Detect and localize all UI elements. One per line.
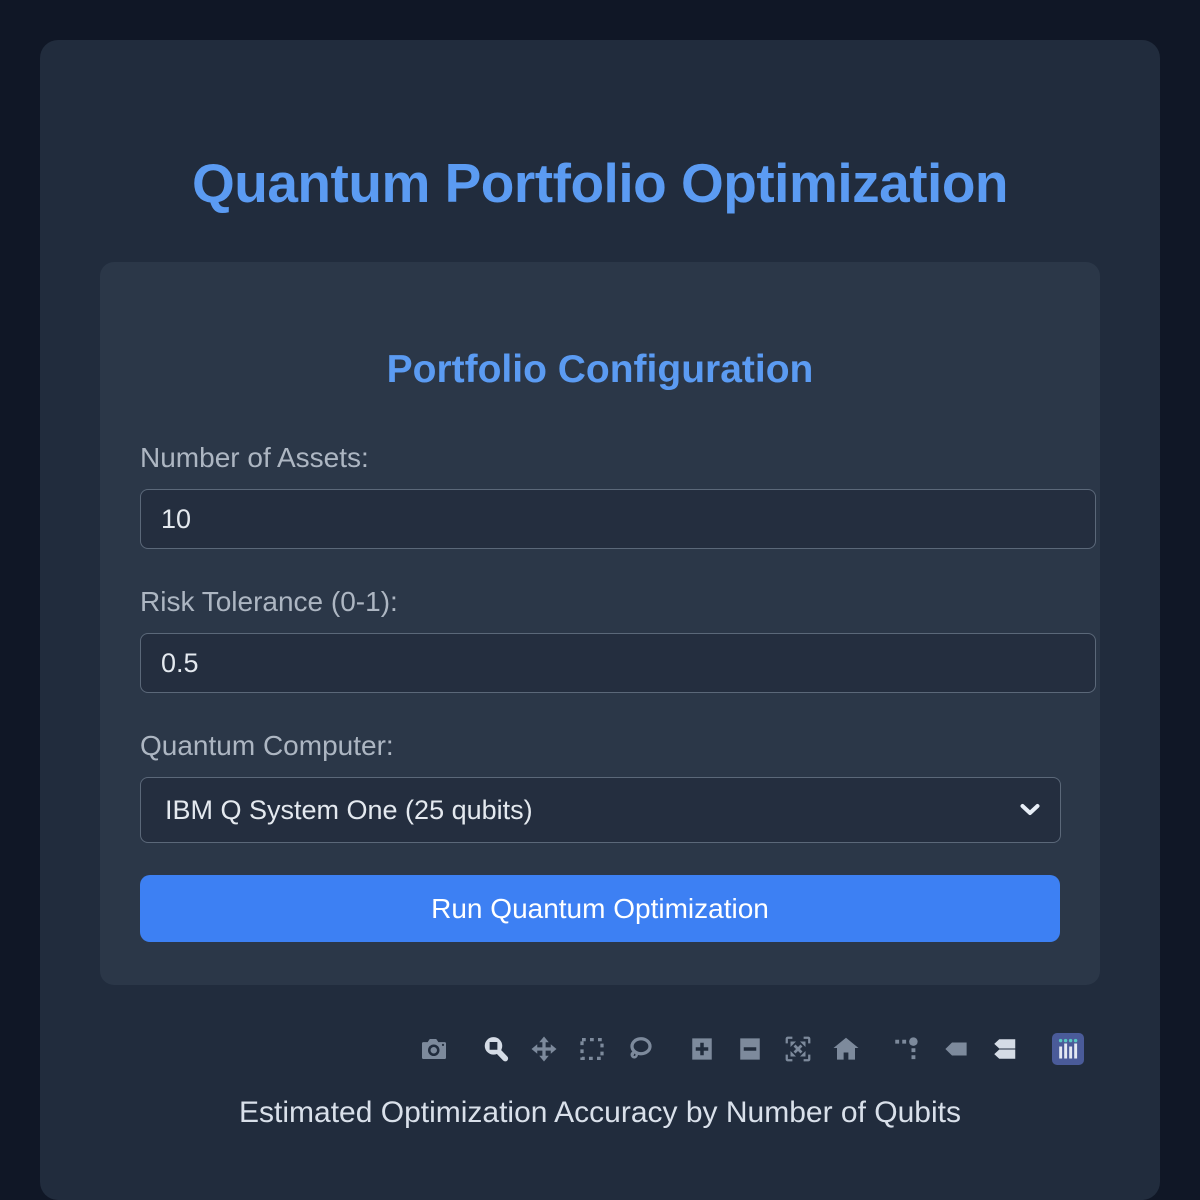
zoom-in-icon[interactable] xyxy=(687,1034,717,1064)
lasso-select-icon[interactable] xyxy=(625,1034,655,1064)
run-optimization-button[interactable]: Run Quantum Optimization xyxy=(140,875,1060,943)
spikelines-icon[interactable] xyxy=(893,1034,923,1064)
autoscale-icon[interactable] xyxy=(783,1034,813,1064)
camera-icon[interactable] xyxy=(419,1034,449,1064)
assets-input[interactable] xyxy=(140,489,1096,550)
hover-compare-icon[interactable] xyxy=(989,1034,1019,1064)
plotly-modebar xyxy=(40,1032,1160,1066)
risk-label: Risk Tolerance (0-1): xyxy=(140,586,398,618)
computer-field-group: Quantum Computer: IBM Q System One (25 q… xyxy=(140,729,1100,844)
portfolio-config-card: Portfolio Configuration Number of Assets… xyxy=(100,262,1100,986)
plotly-logo-icon[interactable] xyxy=(1051,1032,1085,1066)
quantum-computer-select[interactable]: IBM Q System One (25 qubits) xyxy=(140,777,1061,844)
box-select-icon[interactable] xyxy=(577,1034,607,1064)
computer-label: Quantum Computer: xyxy=(140,730,394,762)
home-icon[interactable] xyxy=(831,1034,861,1064)
chart-title: Estimated Optimization Accuracy by Numbe… xyxy=(239,1096,961,1130)
assets-field-group: Number of Assets: xyxy=(140,441,1100,550)
hover-closest-icon[interactable] xyxy=(941,1034,971,1064)
page-title: Quantum Portfolio Optimization xyxy=(191,152,1009,214)
risk-field-group: Risk Tolerance (0-1): xyxy=(140,585,1100,694)
risk-input[interactable] xyxy=(140,633,1096,694)
card-title: Portfolio Configuration xyxy=(386,348,814,392)
main-container: Quantum Portfolio Optimization Portfolio… xyxy=(40,40,1160,1200)
quantum-computer-select-wrap: IBM Q System One (25 qubits) xyxy=(140,777,1061,844)
zoom-icon[interactable] xyxy=(481,1034,511,1064)
assets-label: Number of Assets: xyxy=(140,442,369,474)
zoom-out-icon[interactable] xyxy=(735,1034,765,1064)
pan-icon[interactable] xyxy=(529,1034,559,1064)
